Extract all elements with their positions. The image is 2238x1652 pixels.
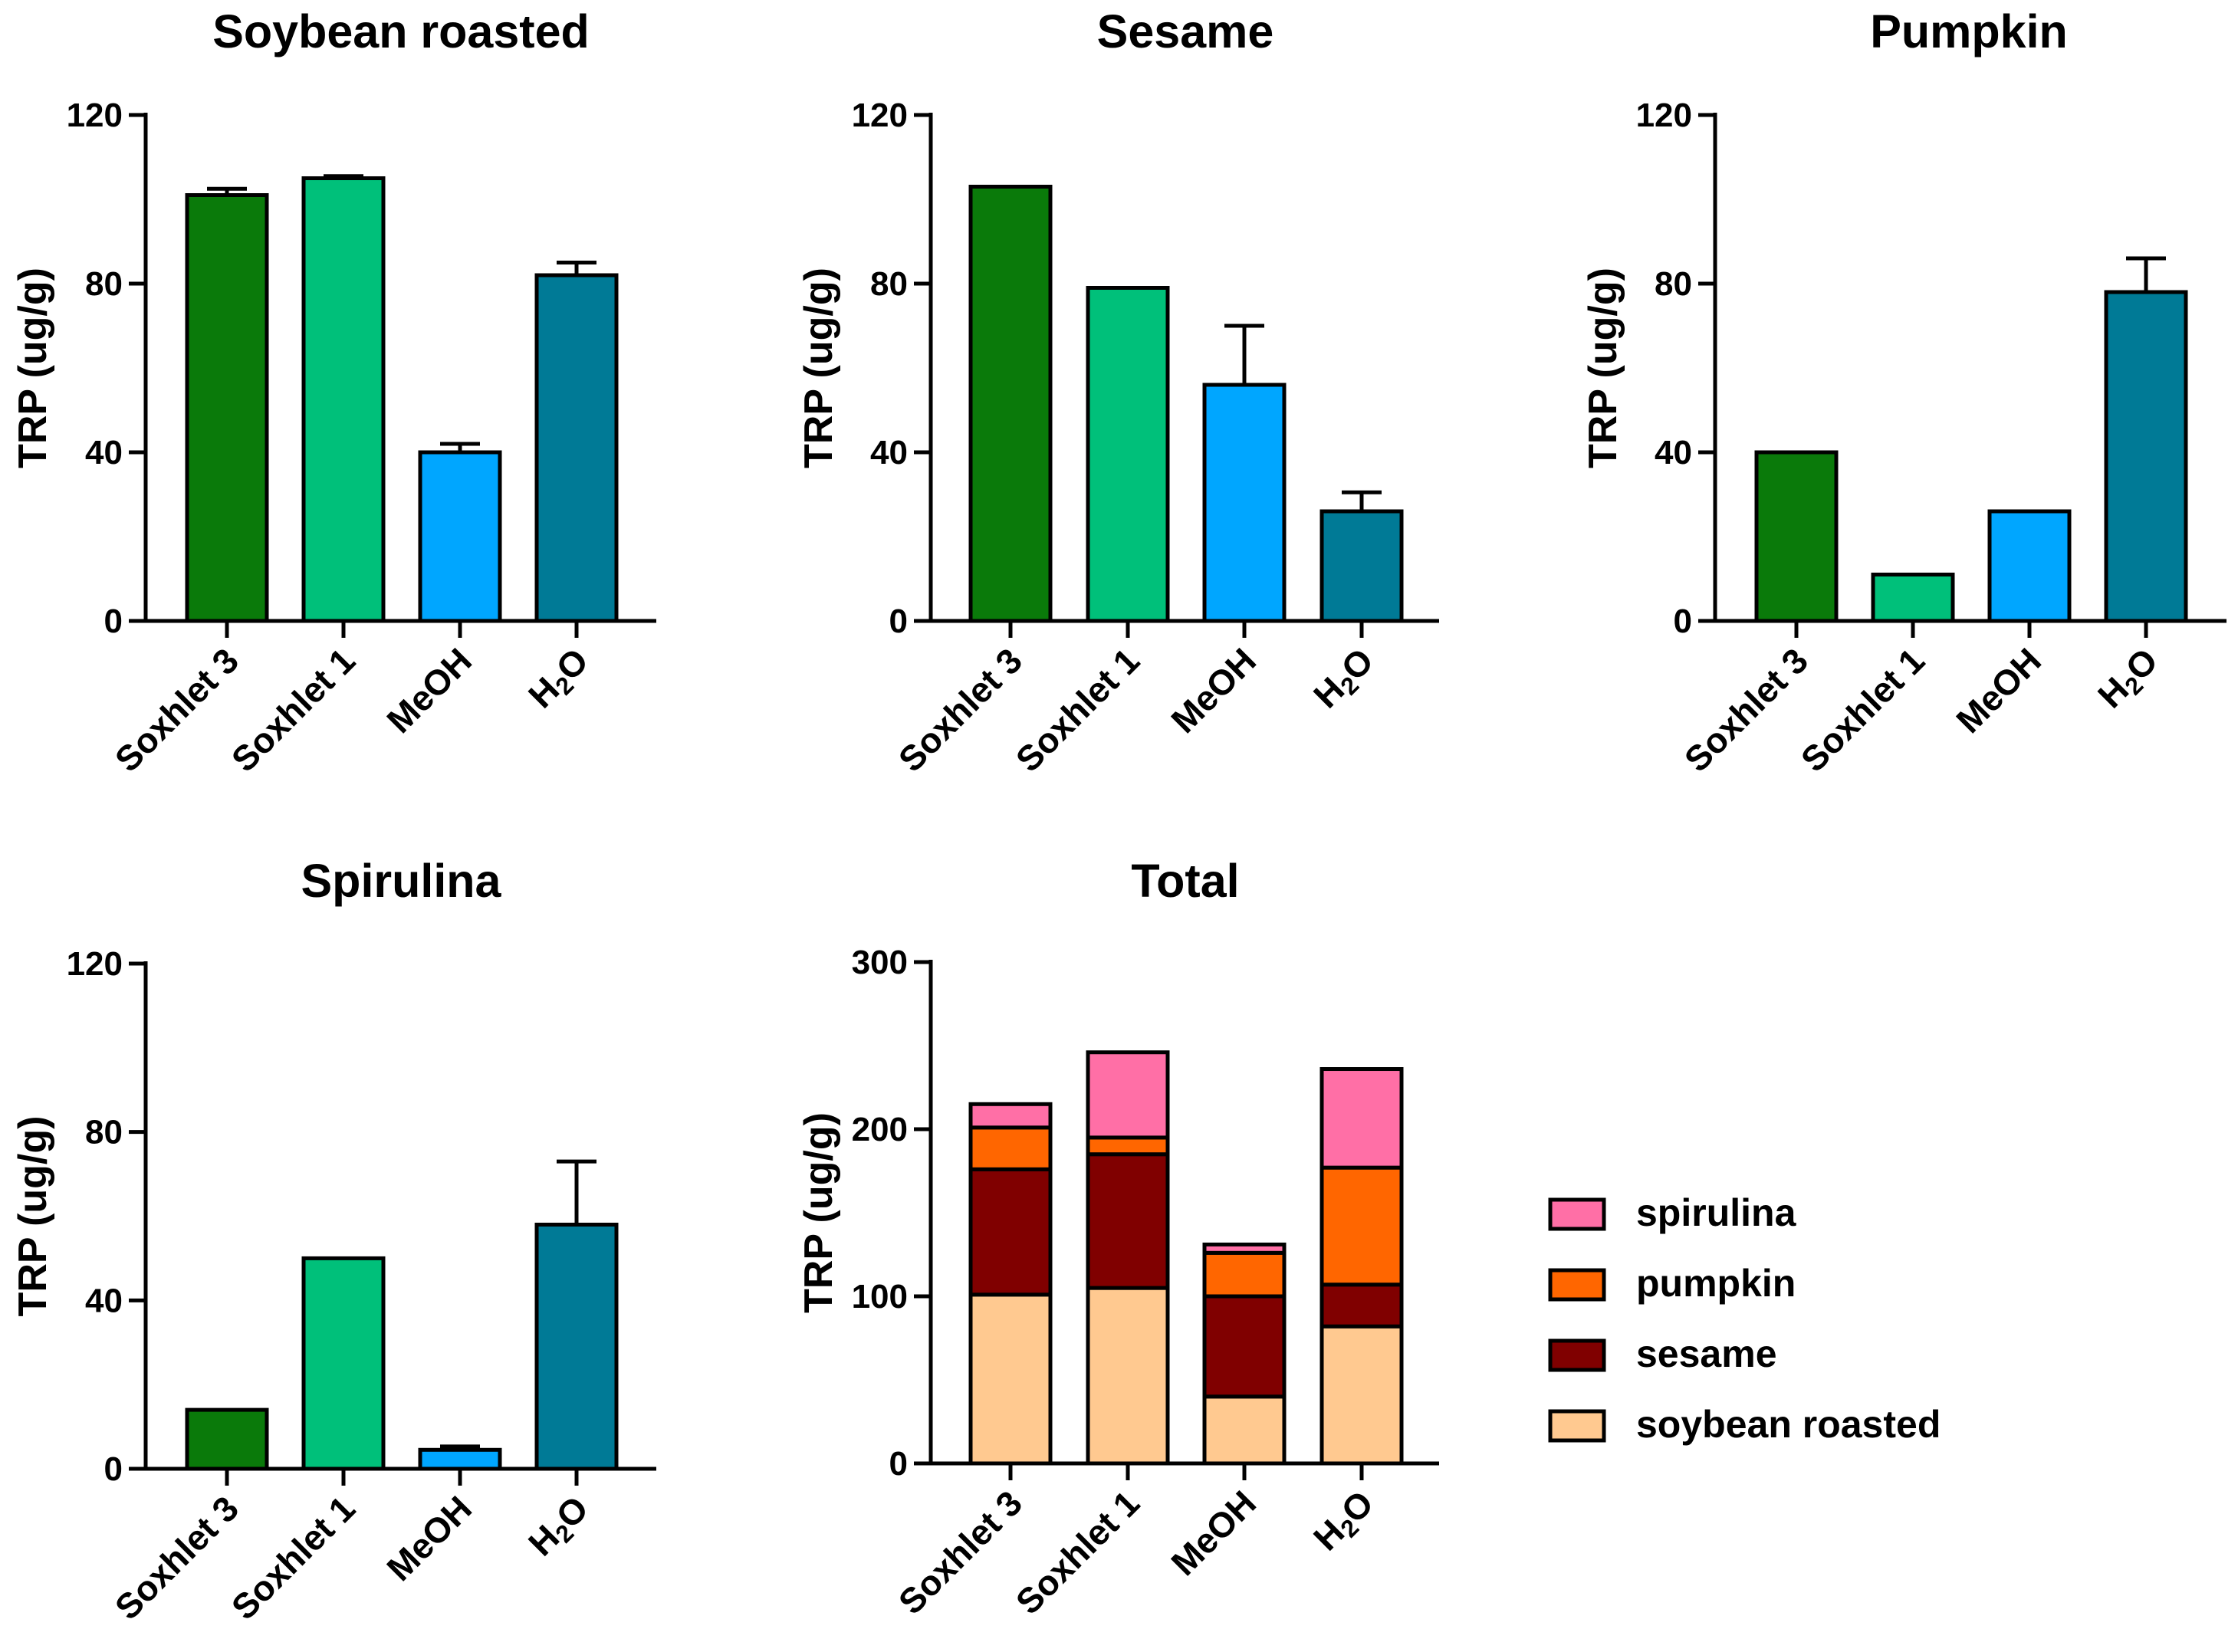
y-tick-label: 0 bbox=[104, 1450, 123, 1488]
bar bbox=[534, 273, 619, 623]
x-tick-label: H2O bbox=[2090, 640, 2168, 718]
legend: spirulina pumpkin sesame soybean roasted bbox=[1548, 1191, 1941, 1446]
stacked-segment bbox=[1086, 1286, 1170, 1466]
legend-swatch bbox=[1548, 1197, 1606, 1231]
stacked-segment bbox=[1202, 1250, 1287, 1299]
x-tick-label: Soxhlet 1 bbox=[224, 640, 363, 779]
bar bbox=[418, 450, 502, 623]
chart-sesame: Sesame TRP (ug/g) 0 40 80 120 Soxhlet 3Soxhlet… bbox=[797, 5, 1439, 780]
y-tick-label: 40 bbox=[85, 434, 123, 471]
legend-swatch bbox=[1548, 1268, 1606, 1302]
stacked-segment bbox=[1202, 1394, 1287, 1466]
legend-swatch bbox=[1548, 1409, 1606, 1443]
legend-label: sesame bbox=[1636, 1332, 1777, 1375]
bar bbox=[185, 1407, 269, 1471]
x-tick-label: Soxhlet 1 bbox=[224, 1488, 363, 1627]
y-tick-label: 40 bbox=[870, 434, 908, 471]
bar bbox=[301, 176, 386, 623]
chart-soybean-roasted: Soybean roasted TRP (ug/g) 0 40 80 120 Soxhlet… bbox=[11, 5, 656, 780]
y-tick-label: 80 bbox=[1655, 265, 1692, 303]
y-axis-label: TRP (ug/g) bbox=[11, 268, 55, 468]
y-tick-label: 40 bbox=[1655, 434, 1692, 471]
y-tick-label: 40 bbox=[85, 1282, 123, 1319]
stacked-segment bbox=[968, 1292, 1053, 1466]
x-tick-label: Soxhlet 1 bbox=[1793, 640, 1932, 779]
bar bbox=[2104, 290, 2188, 623]
x-tick-label: H2O bbox=[521, 640, 599, 718]
x-tick-label: Soxhlet 3 bbox=[1677, 640, 1816, 779]
chart-pumpkin: Pumpkin TRP (ug/g) 0 40 80 120 Soxhlet 3Soxhle… bbox=[1581, 5, 2226, 780]
chart-total: Total TRP (ug/g) 0 100 200 300 Soxhlet 3Soxhle… bbox=[797, 855, 1439, 1622]
x-tick-label: Soxhlet 1 bbox=[1008, 1483, 1147, 1621]
y-tick-label: 80 bbox=[85, 1114, 123, 1151]
y-axis-label: TRP (ug/g) bbox=[797, 1112, 841, 1313]
x-tick-label: H2O bbox=[1306, 640, 1384, 718]
chart-title: Total bbox=[1131, 855, 1239, 907]
y-tick-label: 0 bbox=[1674, 603, 1692, 640]
bar bbox=[1754, 450, 1839, 623]
stacked-segment bbox=[968, 1167, 1053, 1297]
bar bbox=[1987, 509, 2072, 623]
stacked-segment bbox=[968, 1125, 1053, 1171]
chart-title: Soybean roasted bbox=[212, 5, 590, 57]
bar bbox=[418, 1447, 502, 1471]
bar bbox=[1319, 509, 1404, 623]
y-tick-label: 0 bbox=[889, 603, 908, 640]
chart-spirulina: Spirulina TRP (ug/g) 0 40 80 120 Soxhlet 3Soxh… bbox=[11, 855, 656, 1627]
bar bbox=[1086, 286, 1170, 623]
x-tick-label: MeOH bbox=[1163, 640, 1264, 741]
stacked-segment bbox=[1086, 1135, 1170, 1157]
x-tick-label: H2O bbox=[1306, 1483, 1384, 1561]
chart-title: Spirulina bbox=[301, 855, 502, 907]
stacked-segment bbox=[1086, 1050, 1170, 1140]
x-tick-label: MeOH bbox=[379, 640, 479, 741]
y-tick-label: 300 bbox=[852, 944, 908, 981]
bar bbox=[301, 1256, 386, 1471]
y-tick-label: 0 bbox=[889, 1445, 908, 1483]
chart-title: Sesame bbox=[1097, 5, 1274, 57]
chart-title: Pumpkin bbox=[1870, 5, 2068, 57]
stacked-segment bbox=[1319, 1165, 1404, 1287]
y-tick-label: 120 bbox=[1636, 97, 1692, 134]
y-axis-label: TRP (ug/g) bbox=[1581, 268, 1625, 468]
bar bbox=[1202, 383, 1287, 623]
x-tick-label: MeOH bbox=[1163, 1483, 1264, 1583]
y-tick-label: 80 bbox=[870, 265, 908, 303]
y-axis-label: TRP (ug/g) bbox=[11, 1116, 55, 1317]
x-tick-label: Soxhlet 3 bbox=[891, 1483, 1030, 1621]
y-tick-label: 120 bbox=[67, 97, 123, 134]
x-tick-label: Soxhlet 3 bbox=[107, 1488, 246, 1627]
legend-swatch bbox=[1548, 1338, 1606, 1372]
x-tick-label: Soxhlet 3 bbox=[891, 640, 1030, 779]
y-tick-label: 120 bbox=[852, 97, 908, 134]
y-axis-label: TRP (ug/g) bbox=[797, 268, 841, 468]
x-tick-label: H2O bbox=[521, 1488, 599, 1566]
legend-label: soybean roasted bbox=[1636, 1403, 1941, 1446]
stacked-segment bbox=[1202, 1242, 1287, 1255]
x-tick-label: Soxhlet 1 bbox=[1008, 640, 1147, 779]
stacked-segment bbox=[1319, 1067, 1404, 1170]
legend-label: spirulina bbox=[1636, 1191, 1797, 1234]
bar bbox=[1871, 573, 1955, 623]
stacked-segment bbox=[1086, 1152, 1170, 1290]
stacked-segment bbox=[1319, 1324, 1404, 1466]
y-tick-label: 120 bbox=[67, 945, 123, 983]
y-tick-label: 100 bbox=[852, 1278, 908, 1315]
stacked-segment bbox=[1319, 1283, 1404, 1328]
x-tick-label: Soxhlet 3 bbox=[107, 640, 246, 779]
bar bbox=[534, 1222, 619, 1471]
legend-label: pumpkin bbox=[1636, 1262, 1796, 1305]
y-tick-label: 0 bbox=[104, 603, 123, 640]
stacked-segment bbox=[968, 1102, 1053, 1130]
bar bbox=[968, 185, 1053, 623]
bar bbox=[185, 193, 269, 623]
y-tick-label: 80 bbox=[85, 265, 123, 303]
stacked-segment bbox=[1202, 1294, 1287, 1399]
y-tick-label: 200 bbox=[852, 1111, 908, 1148]
x-tick-label: MeOH bbox=[1948, 640, 2049, 741]
x-tick-label: MeOH bbox=[379, 1488, 479, 1588]
